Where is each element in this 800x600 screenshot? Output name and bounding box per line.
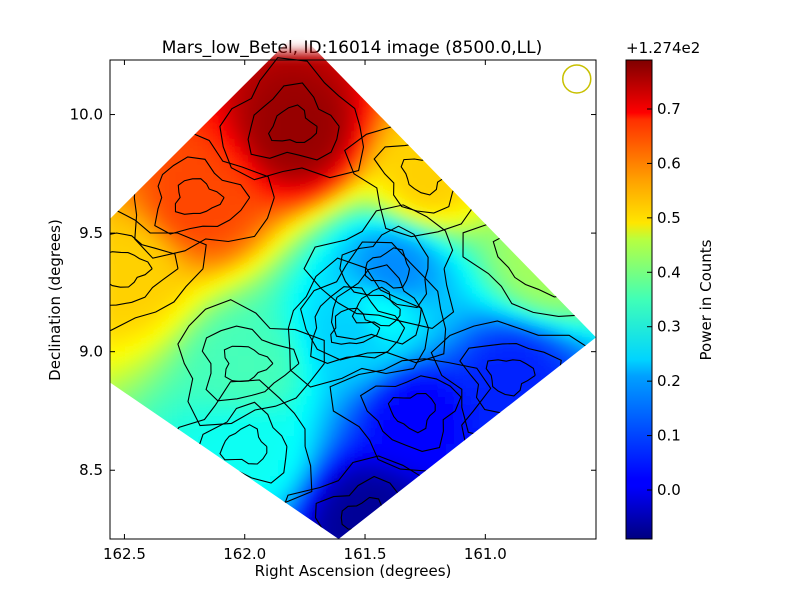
colorbar-tick-label: 0.0 (657, 481, 681, 499)
contour-line (300, 241, 447, 364)
y-tick-label: 8.5 (79, 461, 103, 479)
contour-line (154, 156, 251, 235)
contour-line (223, 345, 274, 383)
colorbar-tick-label: 0.2 (657, 372, 681, 390)
colorbar-tick-label: 0.3 (657, 318, 681, 336)
contour-line (267, 104, 318, 143)
contour-line (247, 82, 340, 161)
contour-line (219, 424, 268, 465)
contour-line (287, 257, 429, 388)
contour-line (359, 375, 462, 452)
y-axis-label: Declination (degrees) (46, 219, 64, 381)
colorbar-tick-label: 0.7 (657, 100, 681, 118)
colorbar-offset-text: +1.274e2 (626, 39, 700, 57)
contour-line (351, 286, 401, 327)
plot-area: 162.5 162.0 161.5 161.0 10.0 9.5 9.0 8.5 (70, 52, 597, 563)
contour-line (314, 475, 407, 539)
contour-line (339, 225, 429, 309)
contour-line (133, 127, 275, 259)
contour-line (177, 299, 325, 427)
colorbar-gradient (625, 59, 653, 540)
x-axis-ticks: 162.5 162.0 161.5 161.0 (103, 60, 507, 563)
contour-line (330, 307, 381, 345)
contour-line (219, 57, 365, 181)
colorbar-tick-label: 0.5 (657, 209, 681, 227)
contour-line (330, 264, 422, 345)
chart-title: Mars_low_Betel, ID:16014 image (8500.0,L… (162, 38, 543, 58)
x-tick-label: 161.0 (464, 545, 507, 563)
contour-line (201, 325, 300, 402)
colorbar-ticks: 0.0 0.1 0.2 0.3 0.4 0.5 0.6 0.7 (647, 100, 681, 499)
x-tick-label: 162.5 (103, 545, 146, 563)
colorbar-tick-label: 0.1 (657, 427, 681, 445)
x-axis-label: Right Ascension (degrees) (255, 562, 452, 580)
colorbar-tick-label: 0.4 (657, 263, 681, 281)
contour-line (485, 359, 536, 397)
plot-frame (109, 59, 597, 540)
y-tick-label: 10.0 (70, 106, 103, 124)
contour-line (174, 178, 225, 215)
y-tick-label: 9.0 (79, 343, 103, 361)
contour-line (387, 392, 436, 434)
contour-line (303, 204, 455, 329)
x-tick-label: 162.0 (223, 545, 266, 563)
y-tick-label: 9.5 (79, 224, 103, 242)
contour-line (110, 251, 153, 288)
x-tick-label: 161.5 (344, 545, 387, 563)
colorbar-tick-label: 0.6 (657, 154, 681, 172)
contour-line (110, 232, 179, 307)
y-axis-ticks: 10.0 9.5 9.0 8.5 (70, 106, 596, 479)
contour-line (110, 207, 207, 331)
beam-marker (562, 64, 592, 94)
contour-line (310, 286, 406, 364)
colorbar: 0.0 0.1 0.2 0.3 0.4 0.5 0.6 0.7 +1.274e2 Power … (625, 39, 715, 540)
colorbar-label: Power in Counts (697, 239, 715, 360)
